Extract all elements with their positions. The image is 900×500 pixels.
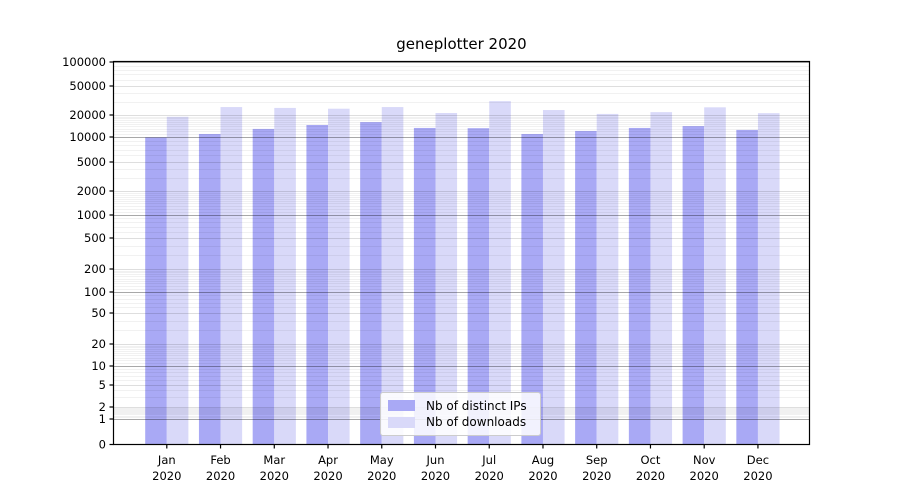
bar-distinct-ips-aug [521, 133, 543, 445]
x-tick-label-year: 2020 [528, 469, 557, 483]
bar-distinct-ips-dec [736, 129, 758, 445]
y-tick-label: 2 [99, 400, 106, 414]
x-tick-label-month: Sep [586, 453, 608, 467]
bar-downloads-dec [757, 113, 780, 445]
chart-title: geneplotter 2020 [396, 35, 527, 53]
axes-frame [112, 60, 811, 446]
x-tick-label-month: Nov [693, 453, 716, 467]
y-tick-label: 5000 [77, 155, 106, 169]
legend-swatch-downloads [388, 416, 415, 428]
y-tick-label: 1 [99, 412, 106, 426]
bar-downloads-jul [489, 101, 511, 445]
bar-downloads-may [381, 107, 404, 445]
x-tick-label-month: Apr [318, 453, 338, 467]
bar-distinct-ips-may [360, 122, 382, 445]
bar-downloads-feb [220, 107, 243, 445]
bar-downloads-sep [596, 113, 619, 445]
bar-distinct-ips-mar [252, 128, 275, 445]
x-tick-label-year: 2020 [743, 469, 772, 483]
bar-distinct-ips-nov [682, 126, 705, 445]
x-tick-label-year: 2020 [421, 469, 450, 483]
x-tick-label-month: Jul [481, 453, 496, 467]
legend-item-downloads: Nb of downloads [388, 415, 533, 429]
y-tick-label: 100000 [62, 55, 106, 69]
legend-label-downloads: Nb of downloads [426, 415, 527, 430]
y-tick-label: 5 [99, 378, 106, 392]
x-tick-label-month: Oct [641, 453, 661, 467]
x-tick-label-year: 2020 [475, 469, 504, 483]
bar-distinct-ips-jul [467, 128, 490, 445]
bar-downloads-jun [435, 113, 458, 445]
y-tick-label: 100 [84, 285, 106, 299]
x-tick-label-month: Dec [747, 453, 769, 467]
x-tick-label-year: 2020 [152, 469, 181, 483]
y-tick-label: 20 [91, 337, 106, 351]
x-tick-label-month: Jun [426, 453, 445, 467]
y-tick-label: 500 [84, 231, 106, 245]
bar-distinct-ips-jan [145, 137, 167, 445]
bar-downloads-jan [166, 116, 189, 445]
bar-distinct-ips-jun [413, 127, 436, 445]
bar-downloads-aug [542, 110, 565, 445]
bar-downloads-mar [274, 107, 296, 445]
x-tick-label-month: Mar [263, 453, 285, 467]
x-tick-label-month: Aug [532, 453, 554, 467]
x-tick-label-year: 2020 [206, 469, 235, 483]
x-tick-label-year: 2020 [582, 469, 611, 483]
bar-distinct-ips-apr [306, 124, 329, 445]
y-tick-label: 20000 [69, 108, 106, 122]
y-tick-label: 10000 [69, 130, 106, 144]
x-tick-label-month: May [370, 453, 394, 467]
x-tick-label-year: 2020 [260, 469, 289, 483]
bar-distinct-ips-sep [575, 130, 597, 445]
y-tick-label: 0 [99, 438, 106, 452]
bar-distinct-ips-oct [628, 127, 651, 445]
y-tick-label: 50 [91, 306, 106, 320]
legend-swatch-distinct-ips [388, 400, 415, 412]
x-tick-label-year: 2020 [636, 469, 665, 483]
bar-distinct-ips-feb [198, 133, 221, 445]
bar-downloads-oct [650, 112, 673, 445]
bar-downloads-apr [328, 108, 350, 445]
legend-label-distinct-ips: Nb of distinct IPs [426, 398, 527, 413]
legend-item-distinct-ips: Nb of distinct IPs [388, 399, 533, 413]
x-tick-label-month: Feb [210, 453, 230, 467]
y-tick-label: 2000 [77, 184, 106, 198]
bar-downloads-nov [704, 107, 726, 445]
x-tick-label-year: 2020 [690, 469, 719, 483]
x-tick-label-month: Jan [157, 453, 176, 467]
y-tick-label: 1000 [77, 208, 106, 222]
x-tick-label-year: 2020 [313, 469, 342, 483]
legend: Nb of distinct IPs Nb of downloads [380, 392, 541, 436]
y-tick-label: 10 [91, 359, 106, 373]
x-tick-label-year: 2020 [367, 469, 396, 483]
y-tick-label: 50000 [69, 79, 106, 93]
y-tick-label: 200 [84, 262, 106, 276]
